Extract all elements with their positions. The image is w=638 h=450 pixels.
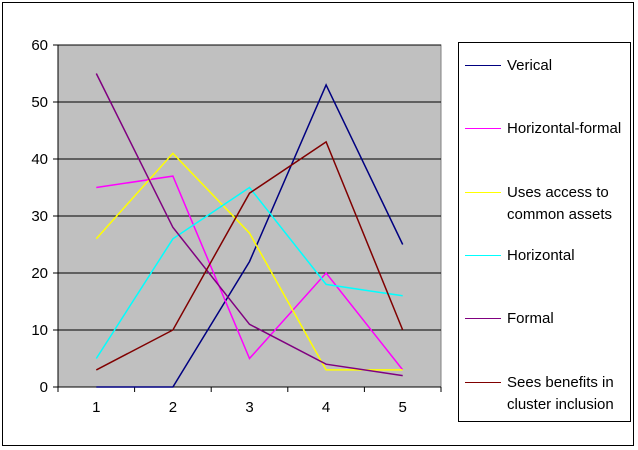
- x-tick-label: 2: [169, 399, 177, 416]
- y-tick-label: 0: [40, 379, 48, 396]
- x-tick-label: 4: [322, 399, 330, 416]
- x-tick-label: 3: [245, 399, 253, 416]
- y-tick-label: 10: [31, 322, 48, 339]
- x-tick-label: 5: [399, 399, 407, 416]
- legend-item: Uses access to common assets: [459, 174, 631, 223]
- series-line-sees-benefits-in-cluster-inclusion: [95, 140, 404, 371]
- legend-swatch: [465, 318, 501, 320]
- legend-label: Horizontal-formal: [507, 120, 622, 138]
- series-line-uses-access-to-common-assets: [95, 152, 403, 371]
- legend-item: Verical: [459, 47, 631, 87]
- y-tick-label: 20: [31, 265, 48, 282]
- series-line-horizontal: [95, 186, 403, 359]
- y-tick-label: 30: [31, 208, 48, 225]
- legend-swatch: [465, 381, 501, 383]
- legend-label: Formal: [507, 310, 554, 328]
- legend-item: Horizontal: [459, 237, 631, 277]
- y-tick-label: 60: [31, 37, 48, 54]
- legend-item: Horizontal-formal: [459, 110, 631, 150]
- series-line-formal: [95, 73, 403, 377]
- legend-swatch: [465, 65, 501, 66]
- legend-label: Verical: [507, 57, 553, 74]
- y-tick-label: 50: [31, 94, 48, 111]
- legend-item: Sees benefits in cluster inclusion: [459, 364, 631, 413]
- x-tick-label: 1: [92, 399, 100, 416]
- legend-label: Sees benefits in cluster inclusion: [507, 373, 614, 413]
- legend-swatch: [465, 191, 501, 193]
- legend-swatch: [465, 255, 501, 256]
- legend-swatch: [465, 128, 501, 130]
- legend-item: Formal: [459, 300, 631, 340]
- y-tick-label: 40: [31, 151, 48, 168]
- legend: Verical Horizontal-formal Uses access to c…: [458, 42, 631, 422]
- legend-label: Uses access to common assets: [507, 183, 613, 223]
- legend-label: Horizontal: [507, 247, 575, 264]
- series-line-verical: [96, 83, 404, 388]
- series-line-horizontal-formal: [96, 175, 404, 371]
